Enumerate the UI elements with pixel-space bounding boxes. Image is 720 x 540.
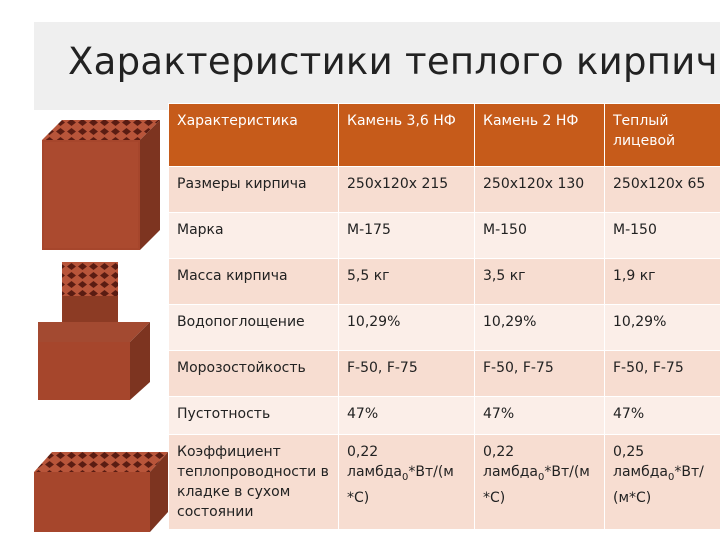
table-cell: 10,29% <box>474 304 605 351</box>
table-row: Марка М-175 М-150 М-150 <box>168 212 720 259</box>
table-row: Пустотность 47% 47% 47% <box>168 396 720 435</box>
row-label: Пустотность <box>168 396 339 435</box>
table-cell: 47% <box>474 396 605 435</box>
brick-facing-image <box>34 452 168 532</box>
table-cell: М-175 <box>338 212 475 259</box>
table-cell: М-150 <box>474 212 605 259</box>
table-cell: 47% <box>338 396 475 435</box>
table-cell: 3,5 кг <box>474 258 605 305</box>
table-cell: 250х120х 130 <box>474 166 605 213</box>
row-label: Масса кирпича <box>168 258 339 305</box>
header-stone-2nf: Камень 2 НФ <box>474 103 605 167</box>
slide-title: Характеристики теплого кирпича <box>68 40 720 83</box>
table-cell: 250х120х 65 <box>604 166 720 213</box>
table-row: Коэффициент теплопроводности в кладке в … <box>168 434 720 530</box>
table-cell: 250х120х 215 <box>338 166 475 213</box>
row-label: Морозостойкость <box>168 350 339 397</box>
table-cell: М-150 <box>604 212 720 259</box>
table-cell: 0,22 ламбда0*Вт/(м *С) <box>338 434 475 530</box>
table-row: Размеры кирпича 250х120х 215 250х120х 13… <box>168 166 720 213</box>
row-label: Размеры кирпича <box>168 166 339 213</box>
header-warm-facing: Теплый лицевой <box>604 103 720 167</box>
header-characteristic: Характеристика <box>168 103 339 167</box>
table-cell: F-50, F-75 <box>604 350 720 397</box>
table-cell: 10,29% <box>604 304 720 351</box>
row-label: Марка <box>168 212 339 259</box>
table-row: Морозостойкость F-50, F-75 F-50, F-75 F-… <box>168 350 720 397</box>
table-cell: F-50, F-75 <box>474 350 605 397</box>
table-cell: 1,9 кг <box>604 258 720 305</box>
header-stone-3.6nf: Камень 3,6 НФ <box>338 103 475 167</box>
table-cell: 0,22 ламбда0*Вт/(м *С) <box>474 434 605 530</box>
table-cell: 0,25 ламбда0*Вт/ (м*С) <box>604 434 720 530</box>
table-row: Масса кирпича 5,5 кг 3,5 кг 1,9 кг <box>168 258 720 305</box>
row-label: Коэффициент теплопроводности в кладке в … <box>168 434 339 530</box>
table-cell: 10,29% <box>338 304 475 351</box>
brick-3.6nf-image <box>42 120 160 250</box>
row-label: Водопоглощение <box>168 304 339 351</box>
specs-table: Характеристика Камень 3,6 НФ Камень 2 НФ… <box>168 103 720 530</box>
table-cell: 5,5 кг <box>338 258 475 305</box>
bricks-illustration <box>34 120 168 532</box>
table-cell: 47% <box>604 396 720 435</box>
table-row: Водопоглощение 10,29% 10,29% 10,29% <box>168 304 720 351</box>
table-cell: F-50, F-75 <box>338 350 475 397</box>
title-bar <box>34 22 720 110</box>
table-header-row: Характеристика Камень 3,6 НФ Камень 2 НФ… <box>168 103 720 167</box>
brick-2nf-image <box>38 262 150 400</box>
